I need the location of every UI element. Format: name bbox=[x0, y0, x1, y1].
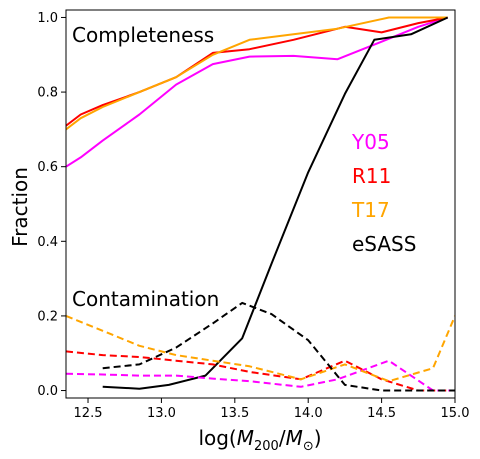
x-tick-label: 13.5 bbox=[220, 406, 249, 421]
x-tick-label: 14.0 bbox=[294, 406, 323, 421]
legend-label-r11: R11 bbox=[352, 164, 391, 188]
esass-completeness-line bbox=[102, 16, 449, 390]
y-tick-label: 0.2 bbox=[37, 309, 58, 324]
x-tick-label: 12.5 bbox=[74, 406, 103, 421]
r11-contamination-line bbox=[66, 350, 455, 392]
series-layer bbox=[66, 16, 455, 392]
y-tick-label: 0.0 bbox=[37, 384, 58, 399]
contamination-annotation: Contamination bbox=[72, 287, 219, 311]
y05-completeness-line bbox=[66, 16, 449, 168]
esass-contamination-line bbox=[102, 301, 455, 392]
t17-completeness-line bbox=[66, 16, 448, 131]
y-tick-label: 0.6 bbox=[37, 160, 58, 175]
t17-contamination-line bbox=[66, 314, 455, 383]
x-axis-ticks: 12.5 13.0 13.5 14.0 14.5 15.0 bbox=[74, 398, 470, 421]
x-axis-label: log(M200/M⊙) bbox=[198, 426, 321, 454]
completeness-annotation: Completeness bbox=[72, 23, 214, 47]
y-tick-label: 0.4 bbox=[37, 235, 58, 250]
r11-completeness-line bbox=[66, 16, 448, 127]
plot-frame bbox=[65, 9, 456, 399]
y-tick-label: 0.8 bbox=[37, 86, 58, 101]
x-tick-label: 14.5 bbox=[367, 406, 396, 421]
x-tick-label: 15.0 bbox=[441, 406, 470, 421]
legend-label-esass: eSASS bbox=[352, 232, 416, 256]
y05-contamination-line bbox=[66, 359, 455, 392]
x-tick-label: 13.0 bbox=[147, 406, 176, 421]
y-tick-label: 1.0 bbox=[37, 11, 58, 26]
legend-label-y05: Y05 bbox=[351, 130, 390, 154]
legend: Y05 R11 T17 eSASS bbox=[351, 130, 416, 256]
y-axis-ticks: 0.0 0.2 0.4 0.6 0.8 1.0 bbox=[37, 11, 66, 399]
legend-label-t17: T17 bbox=[351, 198, 390, 222]
y-axis-label: Fraction bbox=[8, 167, 32, 247]
